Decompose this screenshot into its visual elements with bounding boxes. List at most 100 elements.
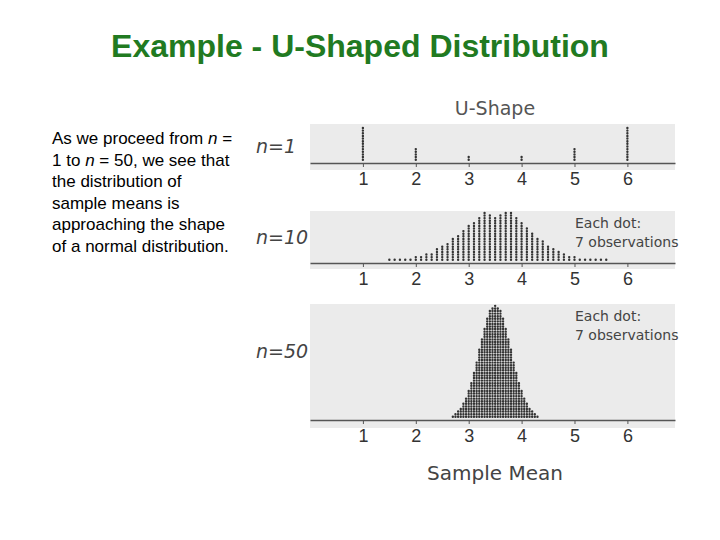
dot-column — [579, 259, 581, 261]
x-tick: 4 — [517, 420, 527, 446]
annotation: 7 observations — [575, 327, 678, 343]
dot-column — [478, 217, 480, 261]
dot-column — [534, 413, 536, 418]
dot-columns — [452, 305, 539, 418]
dot-column — [486, 318, 488, 418]
dot-column — [475, 361, 477, 418]
dot-column — [425, 253, 427, 261]
dot-column — [531, 410, 533, 418]
panel-label: n=1 — [256, 135, 296, 157]
x-tick-mark — [574, 263, 575, 267]
dot-column — [520, 156, 522, 161]
x-tick-label: 4 — [517, 426, 527, 446]
dot-column — [499, 214, 501, 261]
x-axis-line — [311, 263, 676, 265]
x-tick: 3 — [464, 163, 474, 189]
x-axis-title: Sample Mean — [427, 461, 563, 485]
x-axis: 1 2 3 4 5 6 — [311, 420, 676, 446]
dot-column — [600, 259, 602, 261]
x-tick: 1 — [358, 420, 368, 446]
panel-background — [310, 124, 675, 170]
dot-column — [526, 403, 528, 418]
x-tick: 6 — [623, 263, 633, 289]
x-tick-label: 2 — [411, 269, 421, 289]
dot-column — [465, 397, 467, 417]
x-tick-mark — [627, 163, 628, 167]
dot-column — [589, 259, 591, 261]
dot-column — [399, 259, 401, 261]
chart-canvas: Example - U-Shaped Distribution123456U-S… — [0, 0, 720, 540]
dot-column — [518, 382, 520, 418]
x-tick-label: 4 — [517, 169, 527, 189]
x-tick-label: 1 — [358, 269, 368, 289]
dot-columns — [362, 127, 629, 161]
dot-column — [552, 248, 554, 261]
dot-column — [430, 253, 432, 261]
dot-column — [483, 212, 485, 261]
dot-column — [499, 310, 501, 418]
dot-column — [536, 238, 538, 261]
dot-column — [393, 259, 395, 261]
dot-column — [573, 256, 575, 261]
dot-column — [505, 328, 507, 418]
x-tick-label: 6 — [623, 426, 633, 446]
x-axis-line — [311, 420, 676, 422]
x-tick-label: 2 — [411, 169, 421, 189]
dot-column — [547, 245, 549, 260]
dot-column — [404, 259, 406, 261]
x-tick-label: 1 — [358, 426, 368, 446]
dot-column — [536, 416, 538, 418]
x-tick-label: 5 — [570, 169, 580, 189]
dot-column — [491, 307, 493, 418]
x-tick: 6 — [623, 420, 633, 446]
x-tick: 1 — [358, 163, 368, 189]
dot-column — [460, 408, 462, 418]
slide-title: Example - U-Shaped Distribution — [111, 28, 609, 64]
x-tick: 3 — [464, 420, 474, 446]
x-tick-mark — [469, 420, 470, 424]
dot-column — [481, 338, 483, 418]
dot-column — [452, 238, 454, 261]
dot-column — [531, 232, 533, 260]
x-tick: 2 — [411, 263, 421, 289]
x-tick-label: 5 — [570, 269, 580, 289]
dot-column — [462, 230, 464, 261]
dot-column — [478, 348, 480, 417]
dot-column — [594, 259, 596, 261]
dot-column — [436, 248, 438, 261]
x-tick-mark — [522, 263, 523, 267]
x-axis: 123456 — [311, 263, 676, 289]
dot-column — [557, 251, 559, 261]
x-tick-mark — [363, 263, 364, 267]
x-tick-label: 3 — [464, 426, 474, 446]
dot-column — [441, 246, 443, 261]
x-tick-mark — [416, 420, 417, 424]
x-tick-mark — [363, 163, 364, 167]
dot-column — [454, 413, 456, 418]
dot-column — [584, 259, 586, 261]
dot-column — [563, 253, 565, 261]
dot-column — [512, 361, 514, 418]
x-tick-label: 6 — [623, 169, 633, 189]
dot-column — [446, 243, 448, 261]
dot-column — [473, 222, 475, 261]
dot-column — [362, 127, 364, 161]
dot-column — [494, 217, 496, 261]
x-tick-mark — [627, 263, 628, 267]
dot-column — [489, 214, 491, 261]
x-tick-label: 3 — [464, 269, 474, 289]
dot-column — [467, 156, 469, 161]
annotation: 7 observations — [575, 234, 678, 250]
dot-column — [473, 372, 475, 418]
dot-column — [388, 259, 390, 261]
panel-3: 1 2 3 4 5 6 — [310, 304, 676, 446]
dot-column — [415, 148, 417, 161]
x-tick: 3 — [464, 263, 474, 289]
x-tick-label: 2 — [411, 426, 421, 446]
x-tick: 5 — [570, 263, 580, 289]
dot-column — [520, 222, 522, 261]
dot-column — [483, 328, 485, 418]
x-tick-label: 5 — [570, 426, 580, 446]
x-tick: 2 — [411, 163, 421, 189]
x-tick-mark — [522, 163, 523, 167]
